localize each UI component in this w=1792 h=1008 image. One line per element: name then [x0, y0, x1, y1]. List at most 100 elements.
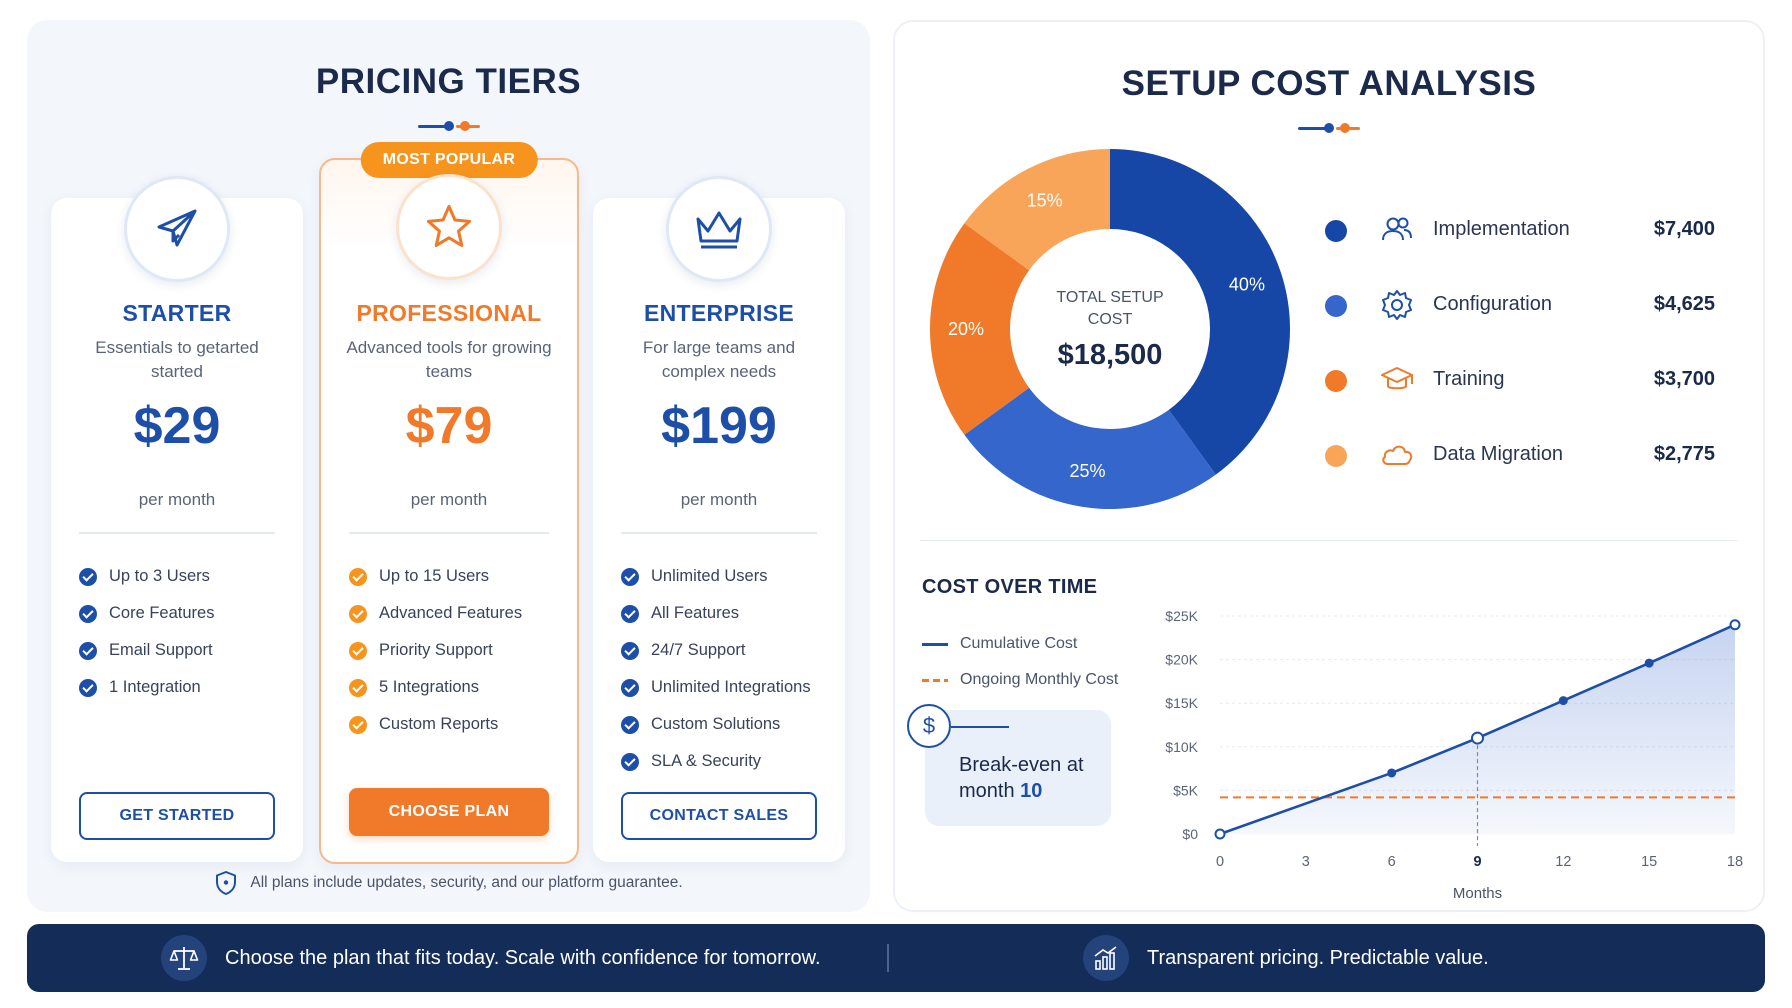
- check-icon: [349, 641, 367, 660]
- banner-right-text: Transparent pricing. Predictable value.: [1147, 946, 1489, 969]
- x-tick-label: 6: [1388, 854, 1396, 870]
- graduation-cap-icon: [1381, 367, 1413, 390]
- cumulative-cost-point: [1729, 619, 1741, 631]
- check-icon: [79, 641, 97, 660]
- callout-connector: [951, 726, 1009, 728]
- check-icon: [621, 678, 639, 697]
- donut-slice-label: 40%: [1229, 275, 1265, 295]
- banner-item-right: Transparent pricing. Predictable value.: [1083, 924, 1489, 992]
- legend-dot: [1325, 370, 1347, 392]
- legend-row-implementation: Implementation $7,400: [1325, 204, 1735, 279]
- check-icon: [621, 567, 639, 586]
- y-tick-label: $15K: [1165, 695, 1198, 711]
- donut-slice-data-migration: [964, 149, 1110, 271]
- banner-separator: [887, 944, 889, 972]
- setup-cost-title: SETUP COST ANALYSIS: [1121, 64, 1537, 103]
- users-icon: [1382, 217, 1412, 241]
- guarantee-text: All plans include updates, security, and…: [250, 874, 683, 891]
- cumulative-cost-line: [1219, 623, 1736, 836]
- line-chart-legend: Cumulative Cost Ongoing Monthly Cost: [922, 626, 1118, 698]
- divider: [621, 532, 817, 534]
- legend-dot: [1325, 220, 1347, 242]
- plan-description: Essentials to getarted started: [95, 338, 259, 381]
- plan-card-professional: MOST POPULAR PROFESSIONAL Advanced tools…: [319, 142, 579, 864]
- banner-item-left: Choose the plan that fits today. Scale w…: [161, 924, 821, 992]
- dollar-icon: $: [907, 704, 951, 748]
- donut-chart: 40% 25% 20% 15% TOTAL SETUP COST $18,500: [925, 144, 1295, 514]
- plan-description: Advanced tools for growing teams: [346, 338, 552, 381]
- legend-ongoing-monthly-cost: Ongoing Monthly Cost: [922, 662, 1118, 698]
- pricing-tiers-title: PRICING TIERS: [315, 62, 582, 101]
- scale-icon: [161, 935, 207, 981]
- cumulative-cost-point: [1644, 658, 1654, 668]
- choose-plan-button[interactable]: CHOOSE PLAN: [349, 788, 549, 836]
- y-tick-label: $5K: [1173, 782, 1199, 798]
- legend-row-training: Training $3,700: [1325, 354, 1735, 429]
- pricing-tiers-panel: PRICING TIERS STARTER Essentials to geta…: [27, 20, 870, 912]
- setup-cost-panel: SETUP COST ANALYSIS 40% 25% 20% 15% TOTAL S…: [893, 20, 1765, 912]
- feature-item: Email Support: [79, 632, 293, 669]
- cost-legend: Implementation $7,400 Configuration $4,6…: [1325, 204, 1735, 504]
- legend-dot: [1325, 295, 1347, 317]
- plan-description: For large teams and complex needs: [642, 338, 796, 381]
- cumulative-cost-point: [1558, 696, 1568, 706]
- legend-dot: [1325, 445, 1347, 467]
- x-tick-label: 3: [1302, 854, 1310, 870]
- plan-name: PROFESSIONAL: [356, 300, 542, 326]
- donut-center: TOTAL SETUP COST $18,500: [925, 144, 1295, 514]
- feature-item: Core Features: [79, 595, 293, 632]
- break-even-month: 10: [1020, 780, 1043, 802]
- feature-item: Priority Support: [349, 632, 567, 669]
- legend-name: Configuration: [1433, 293, 1552, 315]
- feature-item: 5 Integrations: [349, 669, 567, 706]
- contact-sales-button[interactable]: CONTACT SALES: [621, 792, 817, 840]
- legend-row-data-migration: Data Migration $2,775: [1325, 429, 1735, 504]
- y-tick-label: $10K: [1165, 739, 1198, 755]
- donut-slice-label: 15%: [1027, 191, 1063, 211]
- get-started-button[interactable]: GET STARTED: [79, 792, 275, 840]
- legend-value: $3,700: [1653, 368, 1715, 390]
- y-tick-label: $0: [1182, 826, 1198, 842]
- feature-list: Up to 3 Users Core Features Email Suppor…: [79, 558, 293, 706]
- divider: [920, 540, 1738, 541]
- legend-value: $4,625: [1653, 293, 1715, 315]
- star-icon: [396, 174, 502, 280]
- check-icon: [79, 567, 97, 586]
- gear-icon: [1382, 290, 1412, 320]
- most-popular-badge: MOST POPULAR: [360, 142, 538, 178]
- shield-icon: [216, 871, 237, 895]
- title-decoration: [1298, 122, 1360, 134]
- donut-slice-implementation: [1110, 149, 1290, 475]
- divider: [79, 532, 275, 534]
- cumulative-cost-point: [1387, 768, 1397, 778]
- feature-item: 24/7 Support: [621, 632, 835, 669]
- check-icon: [621, 752, 639, 771]
- cumulative-cost-area: [1220, 624, 1735, 834]
- total-setup-cost-label: TOTAL SETUP COST: [1056, 288, 1164, 328]
- y-tick-label: $20K: [1165, 652, 1198, 668]
- check-icon: [349, 604, 367, 623]
- legend-name: Data Migration: [1433, 443, 1564, 465]
- x-tick-label: 12: [1555, 854, 1571, 870]
- legend-row-configuration: Configuration $4,625: [1325, 279, 1735, 354]
- feature-item: Up to 15 Users: [349, 558, 567, 595]
- donut-slice-label: 25%: [1069, 461, 1105, 481]
- donut-slice-training: [930, 223, 1030, 435]
- legend-cumulative-cost: Cumulative Cost: [922, 626, 1118, 662]
- check-icon: [79, 604, 97, 623]
- cumulative-cost-point: [1214, 828, 1226, 840]
- x-tick-label: 18: [1727, 854, 1743, 870]
- legend-value: $2,775: [1653, 443, 1715, 465]
- feature-item: Unlimited Integrations: [621, 669, 835, 706]
- y-tick-label: $25K: [1165, 608, 1198, 624]
- plan-name: ENTERPRISE: [644, 300, 794, 326]
- title-decoration: [417, 120, 480, 132]
- divider: [349, 532, 549, 534]
- legend-value: $7,400: [1653, 218, 1715, 240]
- check-icon: [349, 567, 367, 586]
- legend-name: Implementation: [1433, 218, 1570, 240]
- x-tick-label: 0: [1216, 854, 1224, 870]
- cost-over-time-chart: $0 $5K $10K $15K $20K $25K 0 3 6 9 12 15 18 Months: [1165, 608, 1743, 902]
- check-icon: [79, 678, 97, 697]
- legend-name: Training: [1433, 368, 1505, 390]
